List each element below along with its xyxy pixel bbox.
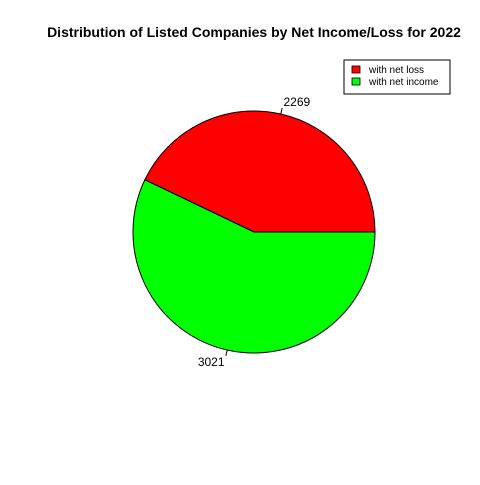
legend-swatch xyxy=(351,65,361,74)
slice-value-label: 3021 xyxy=(198,355,225,369)
legend-swatch xyxy=(351,77,361,86)
pie-slices xyxy=(132,110,376,354)
slice-labels: 2269 3021 xyxy=(198,95,311,369)
legend-label: with net income xyxy=(368,77,439,88)
chart-title: Distribution of Listed Companies by Net … xyxy=(47,24,461,40)
legend-label: with net loss xyxy=(368,65,424,76)
legend-box xyxy=(343,59,451,95)
slice-value-label: 2269 xyxy=(283,95,310,109)
slice-label-tick xyxy=(225,349,228,357)
pie-slice-with-net-income xyxy=(132,179,376,354)
slice-label-tick xyxy=(280,107,283,115)
